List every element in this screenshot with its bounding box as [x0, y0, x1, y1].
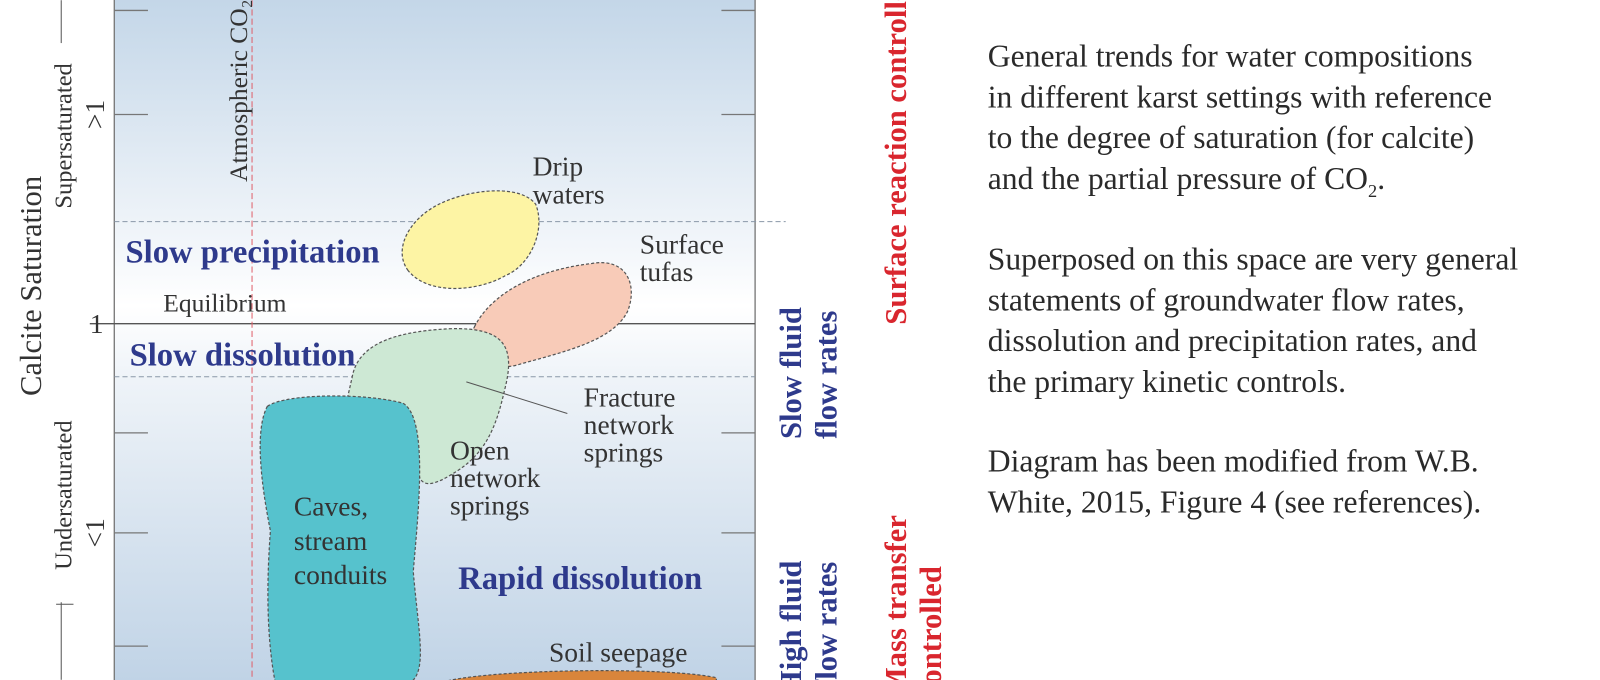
cave-region: [259, 395, 421, 680]
region-label: Caves,: [294, 491, 368, 522]
control-label: Mass transfer: [879, 515, 913, 680]
subscript: 2: [1368, 181, 1377, 201]
note-line: the primary kinetic controls.: [988, 364, 1346, 399]
upper-label: Supersaturated: [50, 63, 77, 208]
zone-label: Slow precipitation: [126, 234, 380, 270]
note-line: Diagram has been modified from W.B.: [988, 444, 1479, 479]
regions: [259, 190, 717, 680]
region-label: waters: [533, 178, 605, 209]
flow-label: High fluid: [774, 561, 808, 680]
region-label: network: [450, 462, 540, 493]
region-label: Soil seepage: [549, 636, 687, 667]
flow-label: flow rates: [810, 311, 844, 439]
region-label: springs: [450, 489, 530, 520]
note-line: Superposed on this space are very genera…: [988, 242, 1519, 277]
note-line: to the degree of saturation (for calcite…: [988, 120, 1474, 155]
notes: General trends for water compositions in…: [988, 39, 1519, 520]
tick-label: 1: [90, 308, 104, 339]
equilibrium-label: Equilibrium: [163, 288, 286, 317]
note-line: statements of groundwater flow rates,: [988, 282, 1465, 317]
note-text: .: [1377, 161, 1385, 196]
region-label: springs: [584, 436, 664, 467]
region-label: Open: [450, 434, 510, 465]
lower-label: Undersaturated: [50, 420, 77, 569]
region-label: stream: [294, 525, 367, 556]
note-line: White, 2015, Figure 4 (see references).: [988, 484, 1482, 519]
flow-label: flow rates: [810, 562, 844, 680]
note-line: General trends for water compositions: [988, 39, 1473, 74]
region-label: tufas: [640, 256, 694, 287]
drip-region: [401, 190, 540, 289]
tick-label: <1: [79, 518, 110, 547]
atmospheric-label: Atmospheric CO₂: [224, 0, 253, 182]
leader-line: [466, 381, 568, 414]
zone-label: Rapid dissolution: [458, 561, 702, 597]
fracture-region: [346, 328, 510, 485]
region-label: conduits: [294, 559, 387, 590]
zone-label: Slow dissolution: [130, 338, 356, 374]
region-label: Drip: [533, 151, 584, 182]
region-label: Fracture: [584, 381, 676, 412]
flow-label: Slow fluid: [774, 307, 808, 439]
note-line: and the partial pressure of CO2.: [988, 161, 1385, 201]
note-line: in different karst settings with referen…: [988, 79, 1492, 114]
region-label: Surface: [640, 228, 724, 259]
axis-title: Calcite Saturation: [14, 176, 48, 396]
tick-label: >1: [79, 100, 110, 129]
control-label: Surface reaction controlled: [879, 0, 913, 325]
control-label: controlled: [914, 566, 948, 680]
note-line: dissolution and precipitation rates, and: [988, 323, 1477, 358]
region-label: network: [584, 409, 674, 440]
ticks: [114, 9, 756, 647]
note-text: and the partial pressure of CO: [988, 161, 1368, 196]
